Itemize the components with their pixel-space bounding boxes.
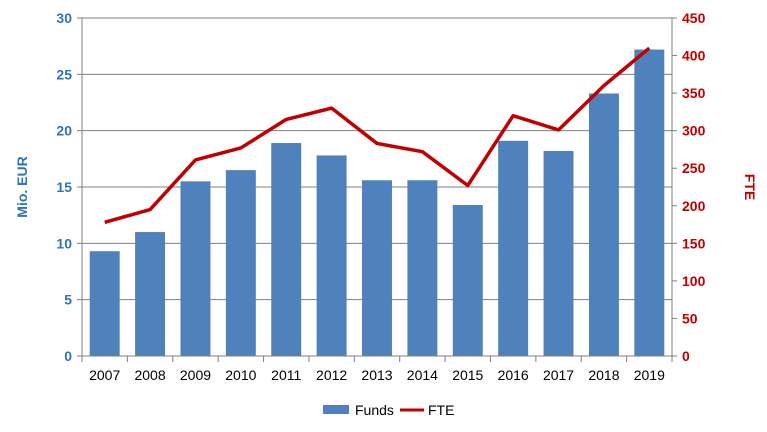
y-tick-right-label: 200 xyxy=(682,198,706,214)
bar-funds-2016 xyxy=(498,140,529,356)
y-tick-right-label: 400 xyxy=(682,48,706,64)
bar-funds-2013 xyxy=(362,180,392,356)
x-tick-label: 2009 xyxy=(180,367,211,383)
y-axis-right-ticks: 0 50 100 150 200 250 300 350 400 450 xyxy=(682,10,706,364)
y-tick-right-label: 300 xyxy=(682,123,706,139)
x-tick-label: 2018 xyxy=(588,367,619,383)
bar-funds-2014 xyxy=(407,180,438,356)
legend-label-fte: FTE xyxy=(428,402,454,418)
legend-swatch-funds xyxy=(323,405,349,414)
y-tick-left-label: 15 xyxy=(56,179,72,195)
bar-funds-2017 xyxy=(543,150,574,356)
bar-funds-2019 xyxy=(634,49,665,357)
bar-funds-2011 xyxy=(271,143,302,356)
x-axis-ticks: 2007 2008 2009 2010 2011 2012 2013 2014 2015 2016… xyxy=(89,367,665,383)
x-tick-label: 2017 xyxy=(543,367,574,383)
line-fte xyxy=(104,46,651,224)
x-tick-label: 2011 xyxy=(271,367,301,383)
legend: Funds FTE xyxy=(323,402,454,418)
x-tick-label: 2010 xyxy=(225,367,256,383)
y-tick-right-label: 450 xyxy=(682,10,706,26)
bar-funds-2009 xyxy=(180,181,211,356)
y-tick-right-label: 50 xyxy=(682,310,698,326)
x-tick-label: 2016 xyxy=(498,367,529,383)
y-tick-right-label: 100 xyxy=(682,273,706,289)
bars-funds xyxy=(89,49,665,357)
y-tick-left-label: 0 xyxy=(64,348,72,364)
bar-funds-2018 xyxy=(588,93,619,356)
y-tick-right-label: 250 xyxy=(682,160,706,176)
y-tick-left-label: 30 xyxy=(56,10,72,26)
y-tick-left-label: 5 xyxy=(64,292,72,308)
bar-funds-2007 xyxy=(89,251,120,356)
y-tick-left-label: 10 xyxy=(56,235,72,251)
x-tick-label: 2012 xyxy=(316,367,347,383)
x-tick-label: 2008 xyxy=(134,367,165,383)
axes xyxy=(77,17,677,362)
bar-funds-2012 xyxy=(316,155,347,356)
y-tick-right-label: 150 xyxy=(682,235,706,251)
x-tick-label: 2014 xyxy=(407,367,438,383)
x-tick-label: 2007 xyxy=(89,367,120,383)
x-tick-label: 2013 xyxy=(361,367,392,383)
y-axis-left-ticks: 0 5 10 15 20 25 30 xyxy=(56,10,72,364)
y-axis-left-title: Mio. EUR xyxy=(14,156,30,217)
y-tick-left-label: 20 xyxy=(56,123,72,139)
y-tick-right-label: 0 xyxy=(682,348,690,364)
y-axis-right-title: FTE xyxy=(742,174,758,200)
y-tick-left-label: 25 xyxy=(56,66,72,82)
x-tick-label: 2019 xyxy=(634,367,665,383)
legend-label-funds: Funds xyxy=(355,402,394,418)
bar-funds-2010 xyxy=(225,170,256,356)
bar-funds-2008 xyxy=(135,232,166,356)
y-tick-right-label: 350 xyxy=(682,85,706,101)
bar-funds-2015 xyxy=(452,205,483,356)
x-tick-label: 2015 xyxy=(452,367,483,383)
